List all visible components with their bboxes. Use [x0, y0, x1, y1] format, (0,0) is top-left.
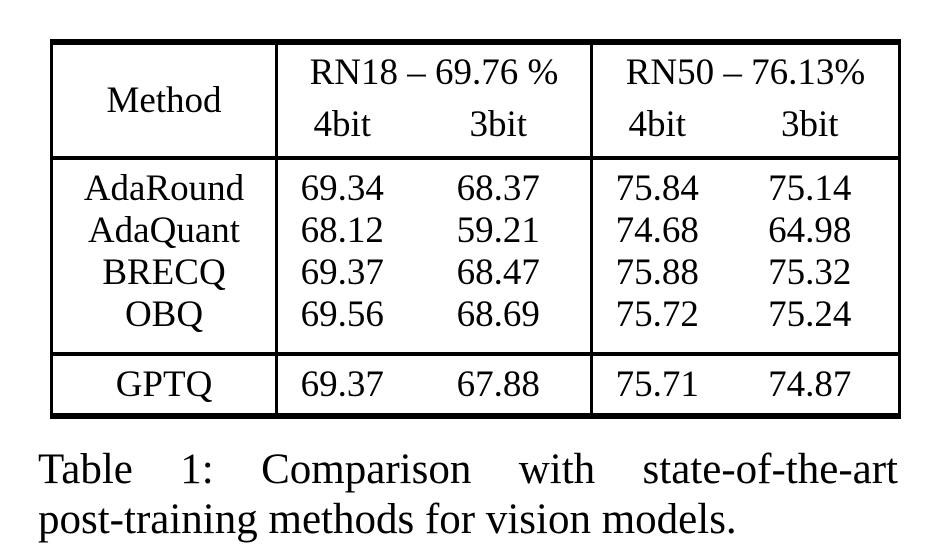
table-row: OBQ 69.56 68.69 75.72 75.24 — [51, 294, 900, 354]
results-table-wrapper: Method RN18 – 69.76 % RN50 – 76.13% 4bit… — [50, 39, 934, 419]
method-name: OBQ — [51, 294, 278, 354]
method-name: GPTQ — [51, 352, 278, 416]
value-cell: 69.37 — [276, 352, 407, 416]
column-group-rn50: RN50 – 76.13% — [625, 51, 866, 93]
method-name: BRECQ — [51, 252, 278, 294]
value-cell: 68.69 — [406, 294, 593, 354]
value-cell: 75.14 — [768, 168, 852, 209]
table-row: AdaRound 69.34 68.37 75.84 75.14 — [51, 158, 900, 210]
value-cell: 75.84 — [615, 168, 699, 209]
table-row-gptq: GPTQ 69.37 67.88 75.71 74.87 — [51, 352, 900, 416]
method-name: AdaQuant — [51, 210, 278, 252]
header-row-bits: 4bit 3bit 4bit 3bit — [52, 100, 900, 160]
value-cell: 64.98 — [768, 210, 852, 251]
value-cell: 74.87 — [721, 352, 900, 416]
value-cell: 75.72 — [615, 294, 699, 335]
paper-table-figure: Method RN18 – 69.76 % RN50 – 76.13% 4bit… — [38, 39, 934, 545]
caption-line-2: post-training methods for vision models. — [38, 496, 737, 543]
value-cell: 74.68 — [615, 210, 699, 251]
column-header-method: Method — [51, 42, 278, 160]
header-row-groups: Method RN18 – 69.76 % RN50 – 76.13% — [51, 42, 900, 160]
value-cell: 75.24 — [768, 294, 852, 335]
value-cell: 75.88 — [615, 252, 699, 293]
value-cell: 75.32 — [768, 252, 852, 293]
column-header-rn18-3bit: 3bit — [406, 100, 593, 160]
table-row: AdaQuant 68.12 59.21 74.68 64.98 — [51, 210, 900, 252]
table-caption: Table 1: Comparison with state-of-the-ar… — [38, 445, 898, 545]
value-cell: 69.34 — [300, 168, 384, 209]
column-header-rn50-3bit: 3bit — [721, 100, 900, 160]
value-cell: 68.37 — [406, 158, 593, 210]
caption-line-1: Table 1: Comparison with state-of-the-ar… — [38, 446, 898, 493]
results-table: Method RN18 – 69.76 % RN50 – 76.13% 4bit… — [50, 39, 901, 419]
table-row: BRECQ 69.37 68.47 75.88 75.32 — [51, 252, 900, 294]
value-cell: 59.21 — [406, 210, 593, 252]
value-cell: 67.88 — [406, 352, 593, 416]
column-header-rn50-4bit: 4bit — [591, 100, 722, 160]
column-header-rn18-4bit: 4bit — [276, 100, 407, 160]
column-group-rn18: RN18 – 69.76 % — [276, 42, 593, 100]
value-cell: 69.37 — [300, 252, 384, 293]
value-cell: 69.56 — [300, 294, 384, 335]
value-cell: 68.12 — [300, 210, 384, 251]
value-cell: 68.47 — [406, 252, 593, 294]
value-cell: 75.71 — [591, 352, 722, 416]
method-name: AdaRound — [51, 158, 278, 210]
